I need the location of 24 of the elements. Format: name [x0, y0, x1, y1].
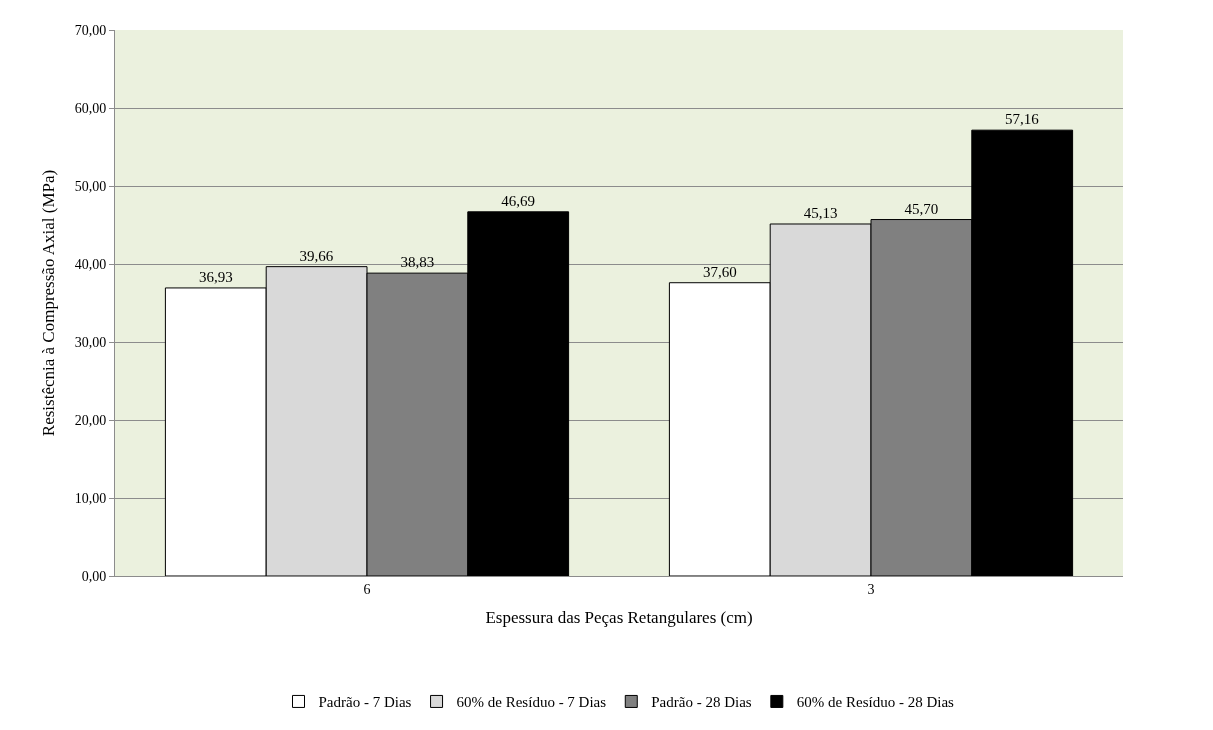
data-label: 37,60	[702, 263, 737, 280]
y-tick-label: 50,00	[74, 178, 107, 194]
y-tick-label: 30,00	[74, 334, 107, 350]
data-label: 38,83	[400, 254, 435, 271]
legend-label: Padrão - 28 Dias	[651, 694, 752, 711]
data-label: 46,69	[501, 192, 536, 209]
y-tick-label: 60,00	[74, 100, 107, 116]
legend-label: Padrão - 7 Dias	[318, 694, 412, 711]
y-axis-title: Resistêcnia à Compressão Axial (MPa)	[39, 169, 59, 437]
y-tick-label: 70,00	[74, 22, 107, 38]
data-label: 39,66	[299, 247, 334, 264]
data-label: 45,70	[904, 200, 939, 217]
y-tick-label: 40,00	[74, 256, 107, 272]
x-tick-label: 3	[867, 581, 875, 597]
legend-label: 60% de Resíduo - 7 Dias	[456, 694, 607, 711]
data-label: 45,13	[803, 204, 838, 221]
y-tick-label: 10,00	[74, 490, 107, 506]
data-label: 57,16	[1005, 111, 1040, 128]
legend-label: 60% de Resíduo - 28 Dias	[796, 694, 955, 711]
data-label: 36,93	[198, 268, 233, 285]
x-axis-title: Espessura das Peças Retangulares (cm)	[485, 608, 753, 628]
x-tick-label: 6	[363, 581, 371, 597]
y-tick-label: 20,00	[74, 412, 107, 428]
y-tick-label: 0,00	[81, 568, 107, 584]
